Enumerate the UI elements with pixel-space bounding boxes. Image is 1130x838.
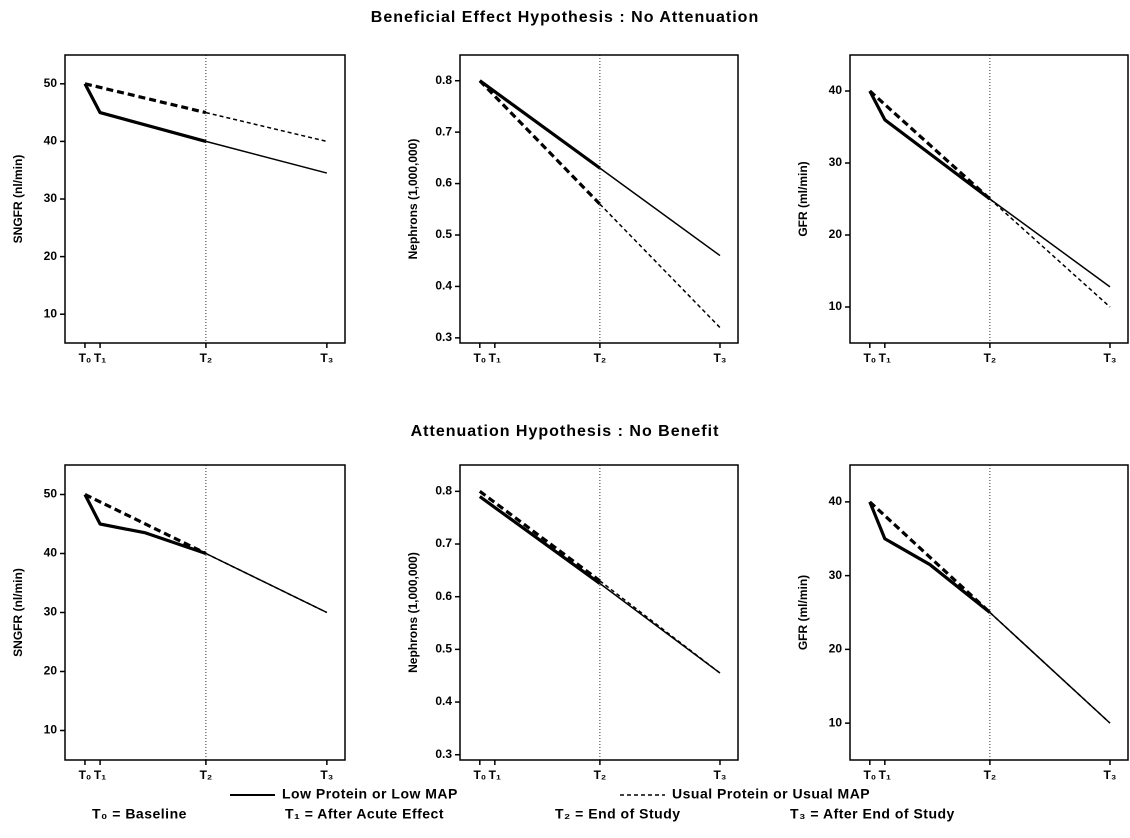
series-line <box>205 552 328 614</box>
plot-frame <box>64 464 346 761</box>
series-line <box>478 79 602 206</box>
plot-frame <box>849 464 1129 761</box>
x-tick-label: T₂ <box>594 351 607 365</box>
y-tick-label: 30 <box>829 568 843 582</box>
y-tick-label: 20 <box>44 664 58 678</box>
x-tick-label: T₀ <box>79 768 92 782</box>
series-line <box>84 493 207 555</box>
series-line <box>989 198 1111 308</box>
y-tick-label: 40 <box>829 494 843 508</box>
y-tick-label: 0.5 <box>435 642 452 656</box>
y-tick-label: 40 <box>44 546 58 560</box>
x-tick-label: T₀ <box>863 351 876 365</box>
series-line <box>989 198 1111 288</box>
y-axis-label: GFR (ml/min) <box>796 161 810 236</box>
plot-frame <box>64 54 346 344</box>
series-line <box>84 82 207 115</box>
y-tick-label: 0.5 <box>435 227 452 241</box>
x-tick-label: T₃ <box>1104 768 1117 782</box>
x-tick-label: T₁ <box>94 351 106 365</box>
series-line <box>599 167 721 257</box>
y-tick-label: 10 <box>44 306 58 320</box>
series-line <box>478 495 601 585</box>
x-tick-label: T₂ <box>200 351 213 365</box>
legend-label: Low Protein or Low MAP <box>282 786 458 802</box>
series-line <box>83 493 207 556</box>
y-tick-label: 20 <box>44 249 58 263</box>
series-line <box>478 490 601 583</box>
y-tick-label: 30 <box>44 191 58 205</box>
series-line <box>868 90 991 201</box>
y-tick-label: 0.6 <box>435 176 452 190</box>
y-tick-label: 20 <box>829 642 843 656</box>
y-tick-label: 40 <box>44 134 58 148</box>
y-tick-label: 10 <box>44 723 58 737</box>
footnote: T₁ = After Acute Effect <box>285 806 444 822</box>
y-tick-label: 20 <box>829 227 843 241</box>
series-line <box>989 611 1111 724</box>
y-tick-label: 30 <box>829 155 843 169</box>
y-tick-label: 40 <box>829 83 843 97</box>
y-axis-label: GFR (ml/min) <box>796 575 810 650</box>
series-line <box>205 111 328 143</box>
series-line <box>868 89 991 201</box>
series-line <box>205 140 328 174</box>
y-tick-label: 10 <box>829 715 843 729</box>
x-tick-label: T₁ <box>879 768 891 782</box>
x-tick-label: T₁ <box>489 351 501 365</box>
footnote: T₂ = End of Study <box>555 806 681 822</box>
y-tick-label: 0.3 <box>435 747 452 761</box>
y-axis-label: SNGFR (nl/min) <box>11 568 25 657</box>
x-tick-label: T₂ <box>984 351 997 365</box>
x-tick-label: T₃ <box>714 768 727 782</box>
series-line <box>599 580 721 674</box>
y-tick-label: 0.3 <box>435 330 452 344</box>
x-tick-label: T₃ <box>714 351 727 365</box>
x-tick-label: T₀ <box>473 351 486 365</box>
footnote: T₃ = After End of Study <box>790 806 955 822</box>
plot-frame <box>459 54 739 344</box>
x-tick-label: T₂ <box>594 768 607 782</box>
y-axis-label: Nephrons (1,000,000) <box>406 552 420 673</box>
y-tick-label: 10 <box>829 299 843 313</box>
x-tick-label: T₀ <box>473 768 486 782</box>
y-tick-label: 0.7 <box>435 536 452 550</box>
x-tick-label: T₀ <box>863 768 876 782</box>
y-tick-label: 0.7 <box>435 124 452 138</box>
x-tick-label: T₂ <box>984 768 997 782</box>
y-tick-label: 0.8 <box>435 73 452 87</box>
y-axis-label: SNGFR (nl/min) <box>11 155 25 244</box>
x-tick-label: T₃ <box>320 768 333 782</box>
plot-frame <box>849 54 1129 344</box>
y-tick-label: 0.6 <box>435 589 452 603</box>
footnote: T₀ = Baseline <box>92 806 187 822</box>
x-tick-label: T₃ <box>1104 351 1117 365</box>
y-tick-label: 0.8 <box>435 484 452 498</box>
x-tick-label: T₁ <box>94 768 106 782</box>
x-tick-label: T₀ <box>79 351 92 365</box>
row-title: Beneficial Effect Hypothesis : No Attenu… <box>371 9 759 26</box>
legend-label: Usual Protein or Usual MAP <box>672 786 870 802</box>
row-title: Attenuation Hypothesis : No Benefit <box>411 423 720 440</box>
y-axis-label: Nephrons (1,000,000) <box>406 139 420 260</box>
x-tick-label: T₂ <box>200 768 213 782</box>
series-line <box>83 83 207 143</box>
plot-frame <box>459 464 739 761</box>
series-line <box>478 79 601 170</box>
series-line <box>868 501 991 614</box>
series-line <box>599 203 721 329</box>
series-line <box>868 500 991 614</box>
y-tick-label: 50 <box>44 487 58 501</box>
x-tick-label: T₃ <box>320 351 333 365</box>
x-tick-label: T₁ <box>879 351 891 365</box>
y-tick-label: 30 <box>44 605 58 619</box>
y-tick-label: 0.4 <box>435 279 452 293</box>
y-tick-label: 50 <box>44 76 58 90</box>
y-tick-label: 0.4 <box>435 694 452 708</box>
x-tick-label: T₁ <box>489 768 501 782</box>
